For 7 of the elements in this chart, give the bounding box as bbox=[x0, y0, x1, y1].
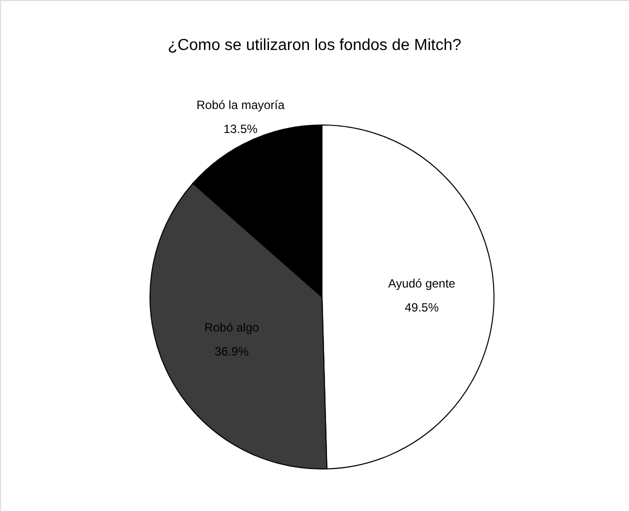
data-label: 49.5% bbox=[404, 300, 440, 315]
data-label: 13.5% bbox=[224, 122, 258, 136]
slice-label: Ayudó gente bbox=[388, 276, 456, 291]
slice-label: Robó algo bbox=[204, 320, 260, 334]
slice-label: Robó la mayoría bbox=[196, 98, 285, 112]
data-label: 36.9% bbox=[214, 344, 250, 358]
chart-title: ¿Como se utilizaron los fondos de Mitch? bbox=[168, 37, 462, 54]
